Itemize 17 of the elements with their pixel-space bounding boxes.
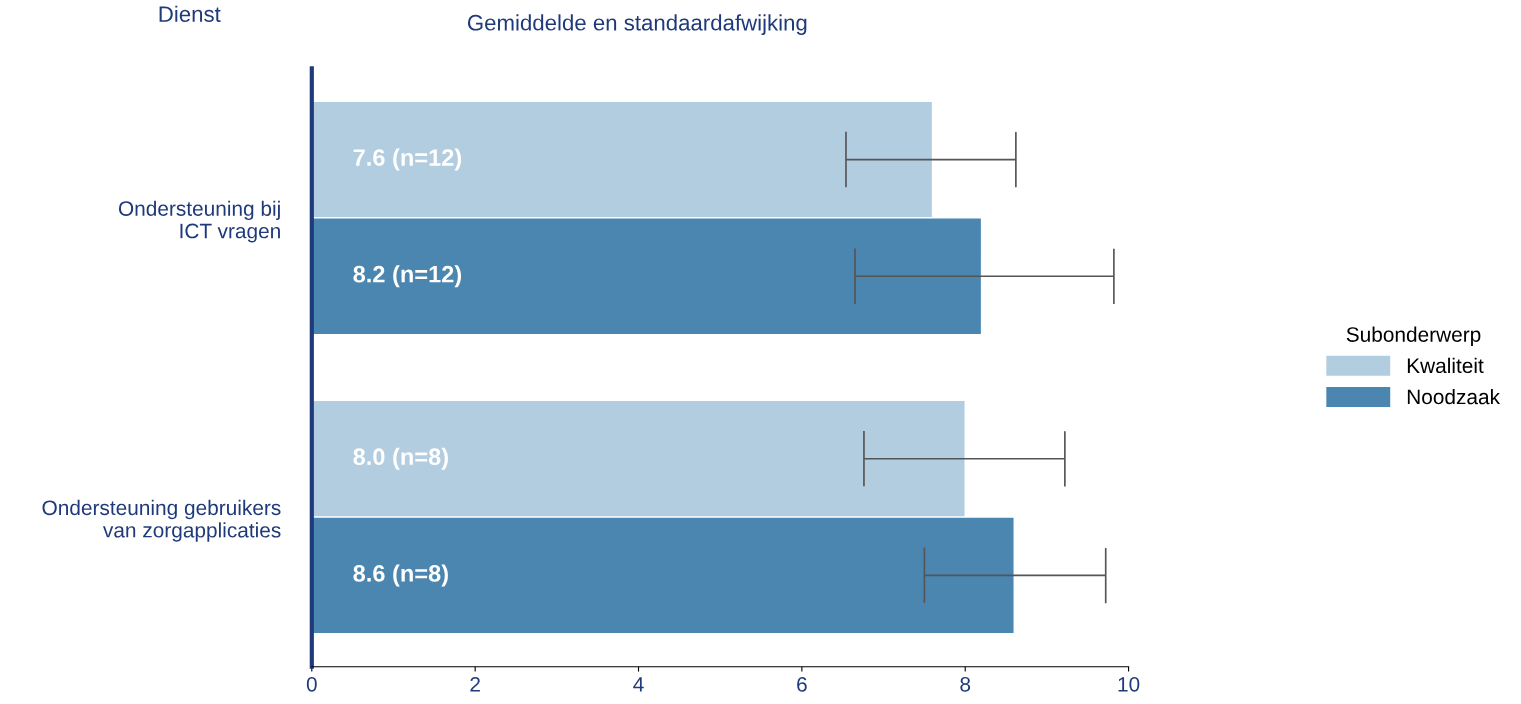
legend-label: Noodzaak — [1407, 388, 1501, 405]
legend-label: Kwaliteit — [1407, 357, 1484, 374]
y-tick-label: Ondersteuning gebruikers van zorgapplicaties — [42, 499, 281, 542]
x-tick-label: 6 — [797, 676, 807, 692]
data-label: 8.2 (n=12) — [353, 265, 462, 288]
y-tick-label: Ondersteuning bij ICT vragen — [118, 200, 280, 243]
data-label: 7.6 (n=12) — [353, 148, 462, 171]
x-tick-label: 10 — [1118, 676, 1140, 692]
chart-title: Gemiddelde en standaardafwijking — [467, 14, 807, 35]
x-tick-label: 8 — [960, 676, 971, 692]
x-tick-label: 4 — [633, 677, 644, 692]
y-axis-title: Dienst — [159, 5, 221, 23]
x-tick-label: 2 — [470, 676, 480, 692]
legend-title: Subonderwerp — [1346, 326, 1481, 346]
x-tick-label: 0 — [306, 676, 317, 692]
data-label: 8.0 (n=8) — [353, 447, 448, 470]
data-label: 8.6 (n=8) — [353, 564, 448, 587]
